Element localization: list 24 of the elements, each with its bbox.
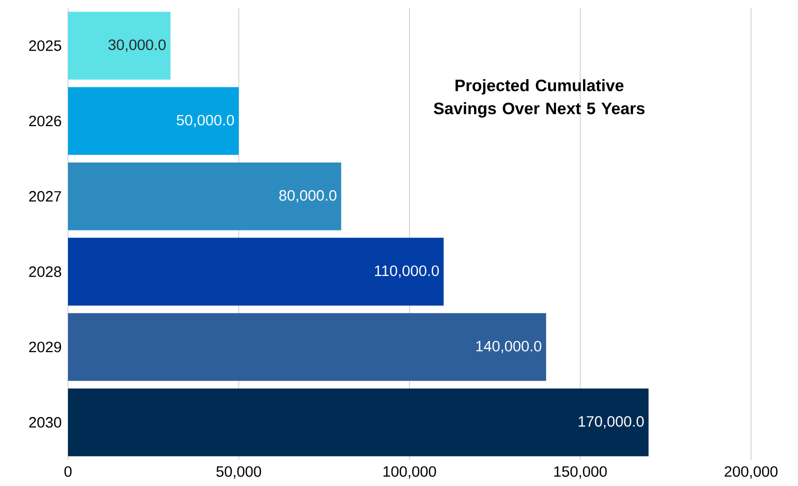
data-label: 30,000.0 bbox=[108, 39, 166, 52]
bar bbox=[68, 12, 170, 80]
y-tick-label: 2026 bbox=[29, 116, 62, 126]
x-tick-label: 50,000 bbox=[216, 466, 262, 479]
data-label: 170,000.0 bbox=[578, 416, 644, 429]
data-label: 50,000.0 bbox=[176, 114, 234, 128]
y-tick-label: 2028 bbox=[29, 266, 62, 277]
data-label: 140,000.0 bbox=[476, 340, 542, 354]
data-label: 80,000.0 bbox=[279, 190, 336, 203]
bar bbox=[68, 388, 649, 456]
x-tick-label: 200,000 bbox=[724, 466, 778, 479]
text: Projected Cumulative Savings Over Next 5 Years bbox=[434, 79, 645, 118]
y-tick-label: 2029 bbox=[29, 342, 62, 352]
bar bbox=[68, 87, 239, 155]
bar bbox=[68, 313, 546, 381]
x-tick-label: 150,000 bbox=[554, 466, 607, 479]
y-tick-label: 2025 bbox=[29, 40, 62, 51]
bar bbox=[68, 162, 342, 230]
x-tick-label: 0 bbox=[64, 466, 72, 477]
data-label: 110,000.0 bbox=[374, 265, 439, 278]
x-tick-label: 100,000 bbox=[384, 466, 436, 479]
bar bbox=[68, 238, 444, 306]
y-tick-label: 2027 bbox=[29, 191, 62, 202]
y-tick-label: 2030 bbox=[29, 417, 62, 428]
